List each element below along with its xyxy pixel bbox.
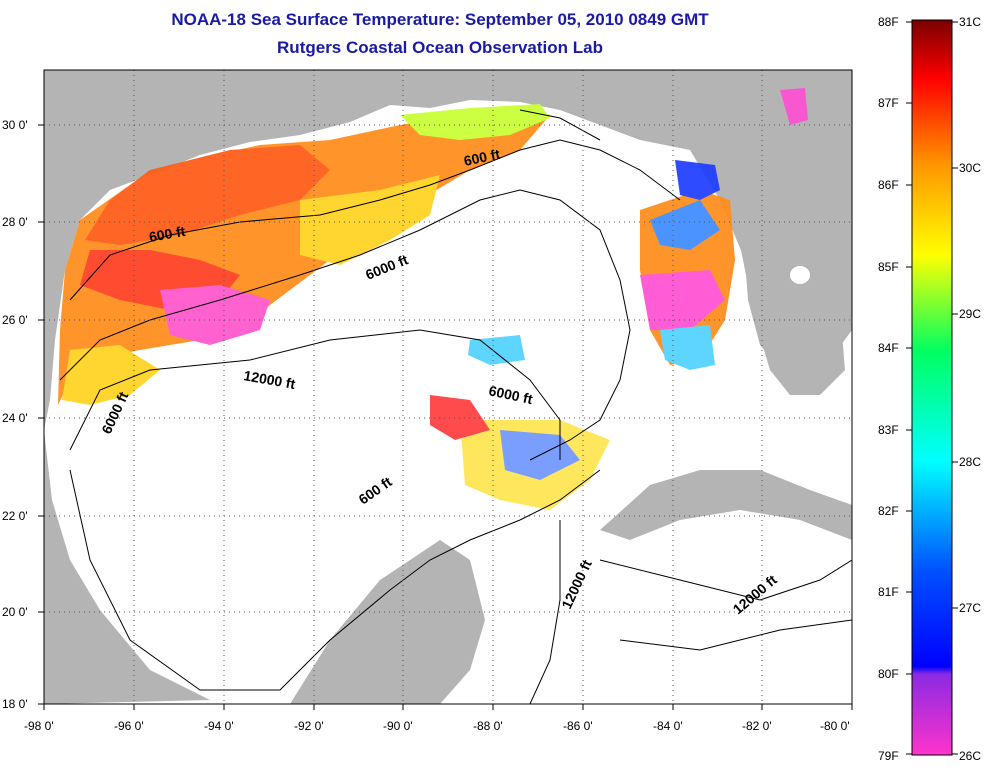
colorbar-f-label: 80F [878,667,899,681]
lat-tick-label: 28 0' [2,215,28,229]
cuba-island [600,470,852,540]
lat-tick-label: 22 0' [2,509,28,523]
lat-tick-label: 18 0' [2,697,28,711]
colorbar-c-label: 31C [959,15,981,29]
lat-lon-grid [44,70,852,704]
colorbar-f-label: 87F [878,96,899,110]
lake-okeechobee [790,266,810,284]
us-gulf-coast-land [44,70,852,430]
colorbar-f-label: 82F [878,504,899,518]
map-title: NOAA-18 Sea Surface Temperature: Septemb… [171,10,709,29]
lon-tick-label: -92 0' [294,719,324,733]
lat-tick-label: 26 0' [2,313,28,327]
lat-tick-label: 20 0' [2,605,28,619]
colorbar-c-label: 27C [959,601,981,615]
colorbar-f-label: 85F [878,260,899,274]
lat-tick-label: 24 0' [2,411,28,425]
colorbar-c-label: 29C [959,307,981,321]
lon-tick-label: -96 0' [114,719,144,733]
colorbar-f-label: 84F [878,341,899,355]
colorbar-c-label: 28C [959,455,981,469]
colorbar-f-label: 83F [878,423,899,437]
temperature-colorbar [911,19,953,756]
lon-tick-label: -98 0' [24,719,54,733]
lon-tick-label: -84 0' [653,719,683,733]
lon-tick-label: -88 0' [473,719,503,733]
contour-label-600ft-west: 600 ft [148,223,187,245]
colorbar-f-label: 88F [878,15,899,29]
lon-tick-label: -86 0' [563,719,593,733]
contour-label-600ft-north: 600 ft [462,146,501,169]
lon-tick-label: -90 0' [383,719,413,733]
colorbar-c-label: 30C [959,161,981,175]
bathymetry-contours [59,109,852,704]
colorbar-f-label: 86F [878,178,899,192]
colorbar-f-label: 81F [878,585,899,599]
colorbar-c-label: 26C [959,749,981,763]
mexico-land [44,430,210,704]
plot-frame [43,69,853,705]
map-subtitle: Rutgers Coastal Ocean Observation Lab [277,38,603,57]
axis-ticks [38,124,853,710]
colorbar-f-label: 79F [878,749,899,763]
lon-tick-label: -80 0' [820,719,850,733]
colorbar-ticks [906,21,958,755]
lon-tick-label: -82 0' [742,719,772,733]
lat-tick-label: 30 0' [2,118,28,132]
lon-tick-label: -94 0' [204,719,234,733]
sst-imagery [58,88,808,510]
florida-peninsula [720,140,845,395]
yucatan-peninsula [290,540,485,704]
